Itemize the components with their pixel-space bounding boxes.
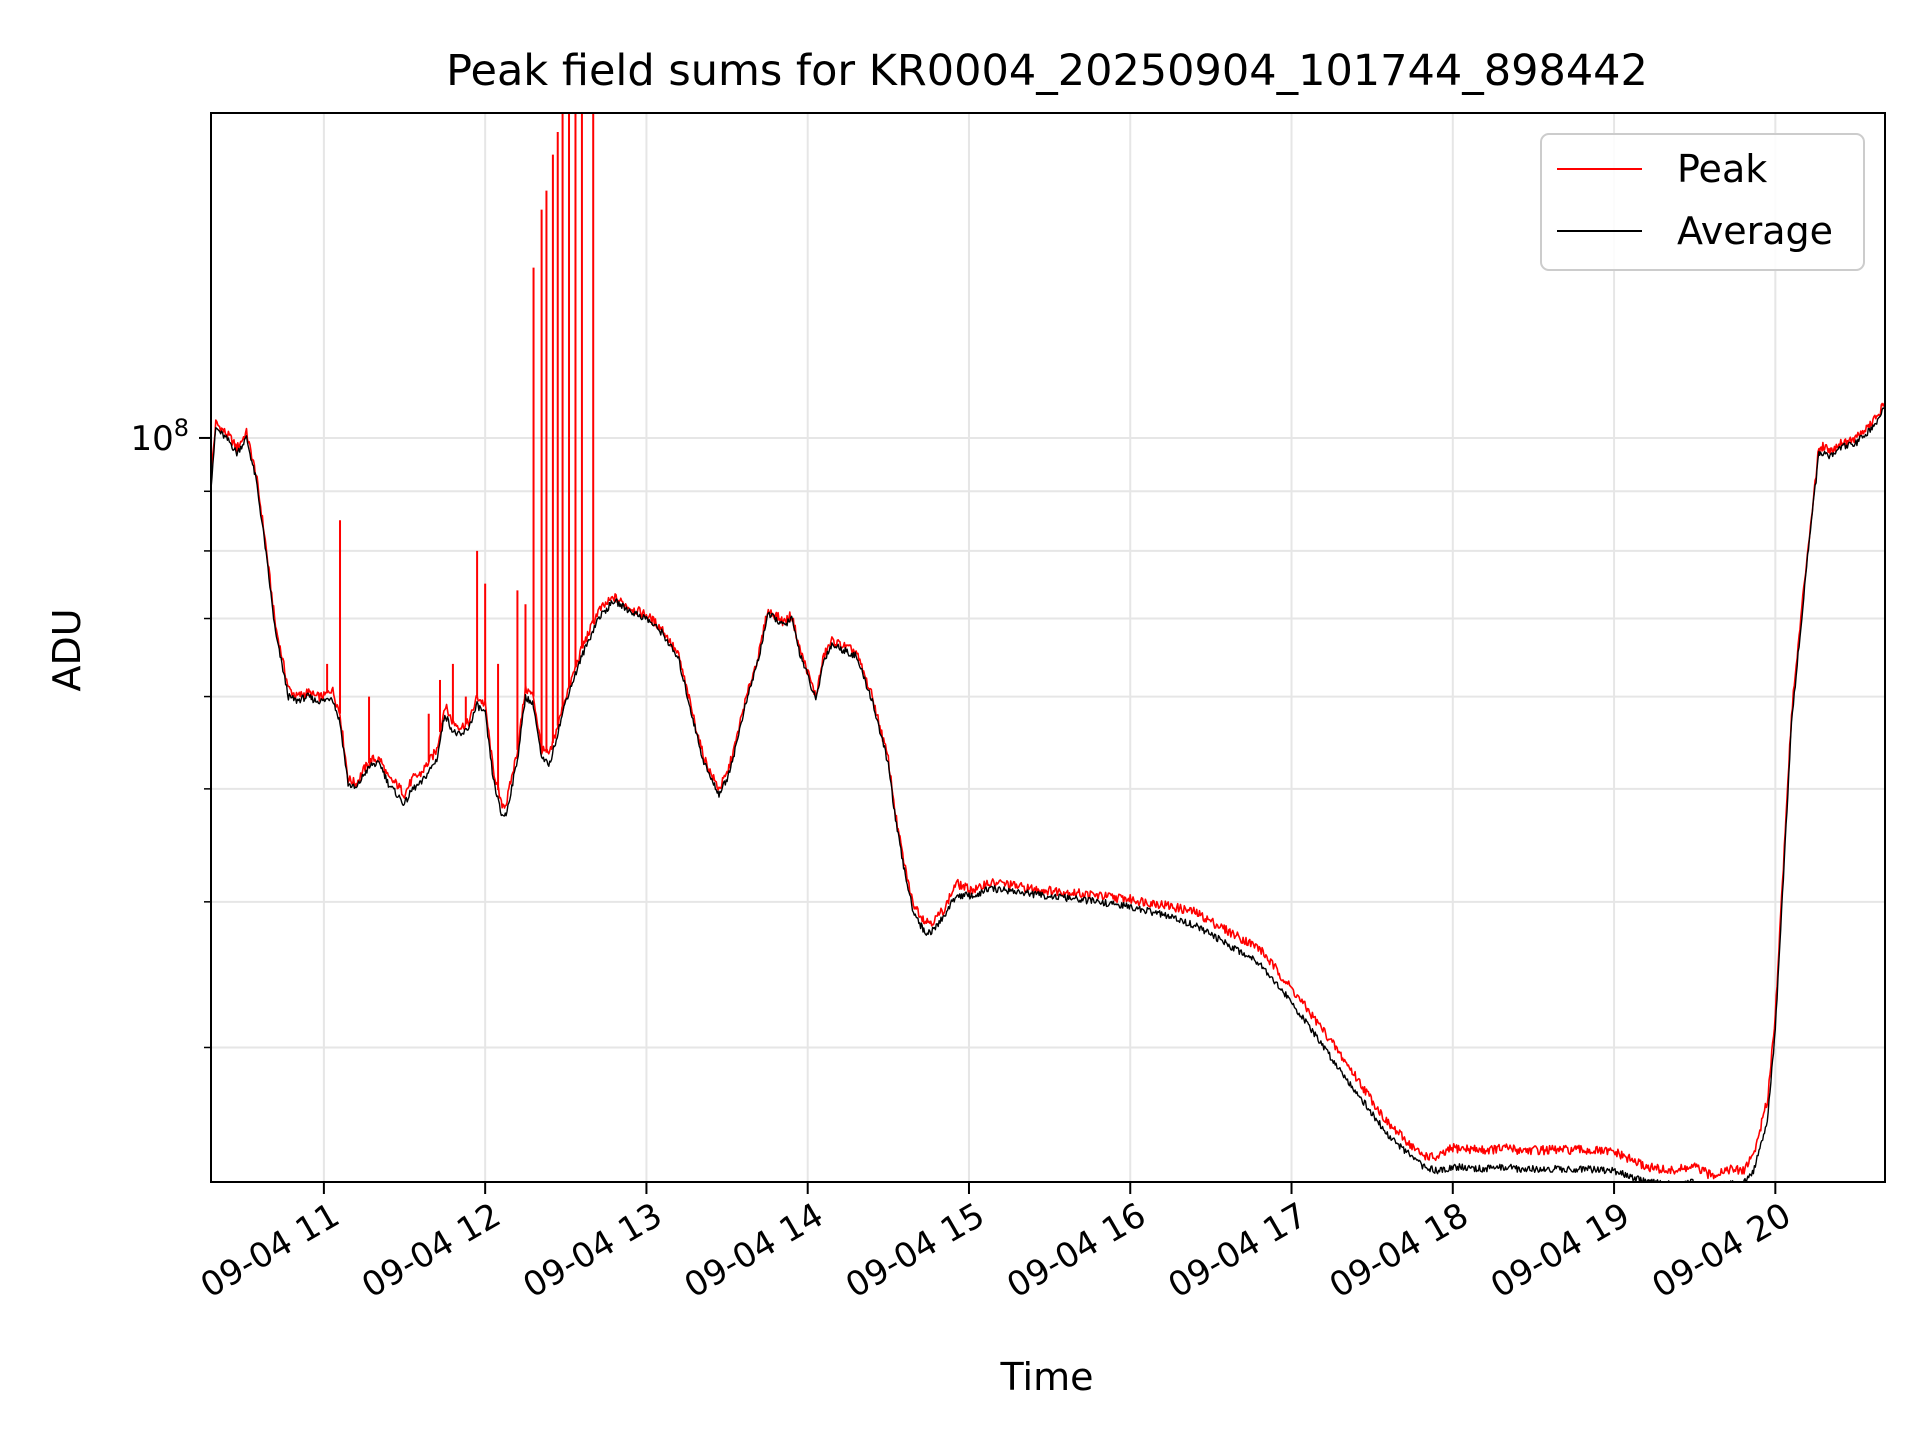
- legend-peak-label: Peak: [1677, 147, 1767, 191]
- legend: Peak Average: [1540, 133, 1865, 271]
- legend-average-label: Average: [1677, 209, 1833, 253]
- y-tick-label: 108: [130, 414, 189, 459]
- x-axis-label: Time: [1000, 1355, 1094, 1399]
- plot-frame: [210, 112, 1886, 1183]
- y-axis-label: ADU: [45, 608, 89, 691]
- grid: [211, 113, 1885, 1182]
- y-axis: 108: [130, 414, 211, 1049]
- chart-title: Peak field sums for KR0004_20250904_1017…: [446, 46, 1648, 96]
- series-layer: [211, 113, 1885, 1182]
- average-series-line: [211, 407, 1885, 1182]
